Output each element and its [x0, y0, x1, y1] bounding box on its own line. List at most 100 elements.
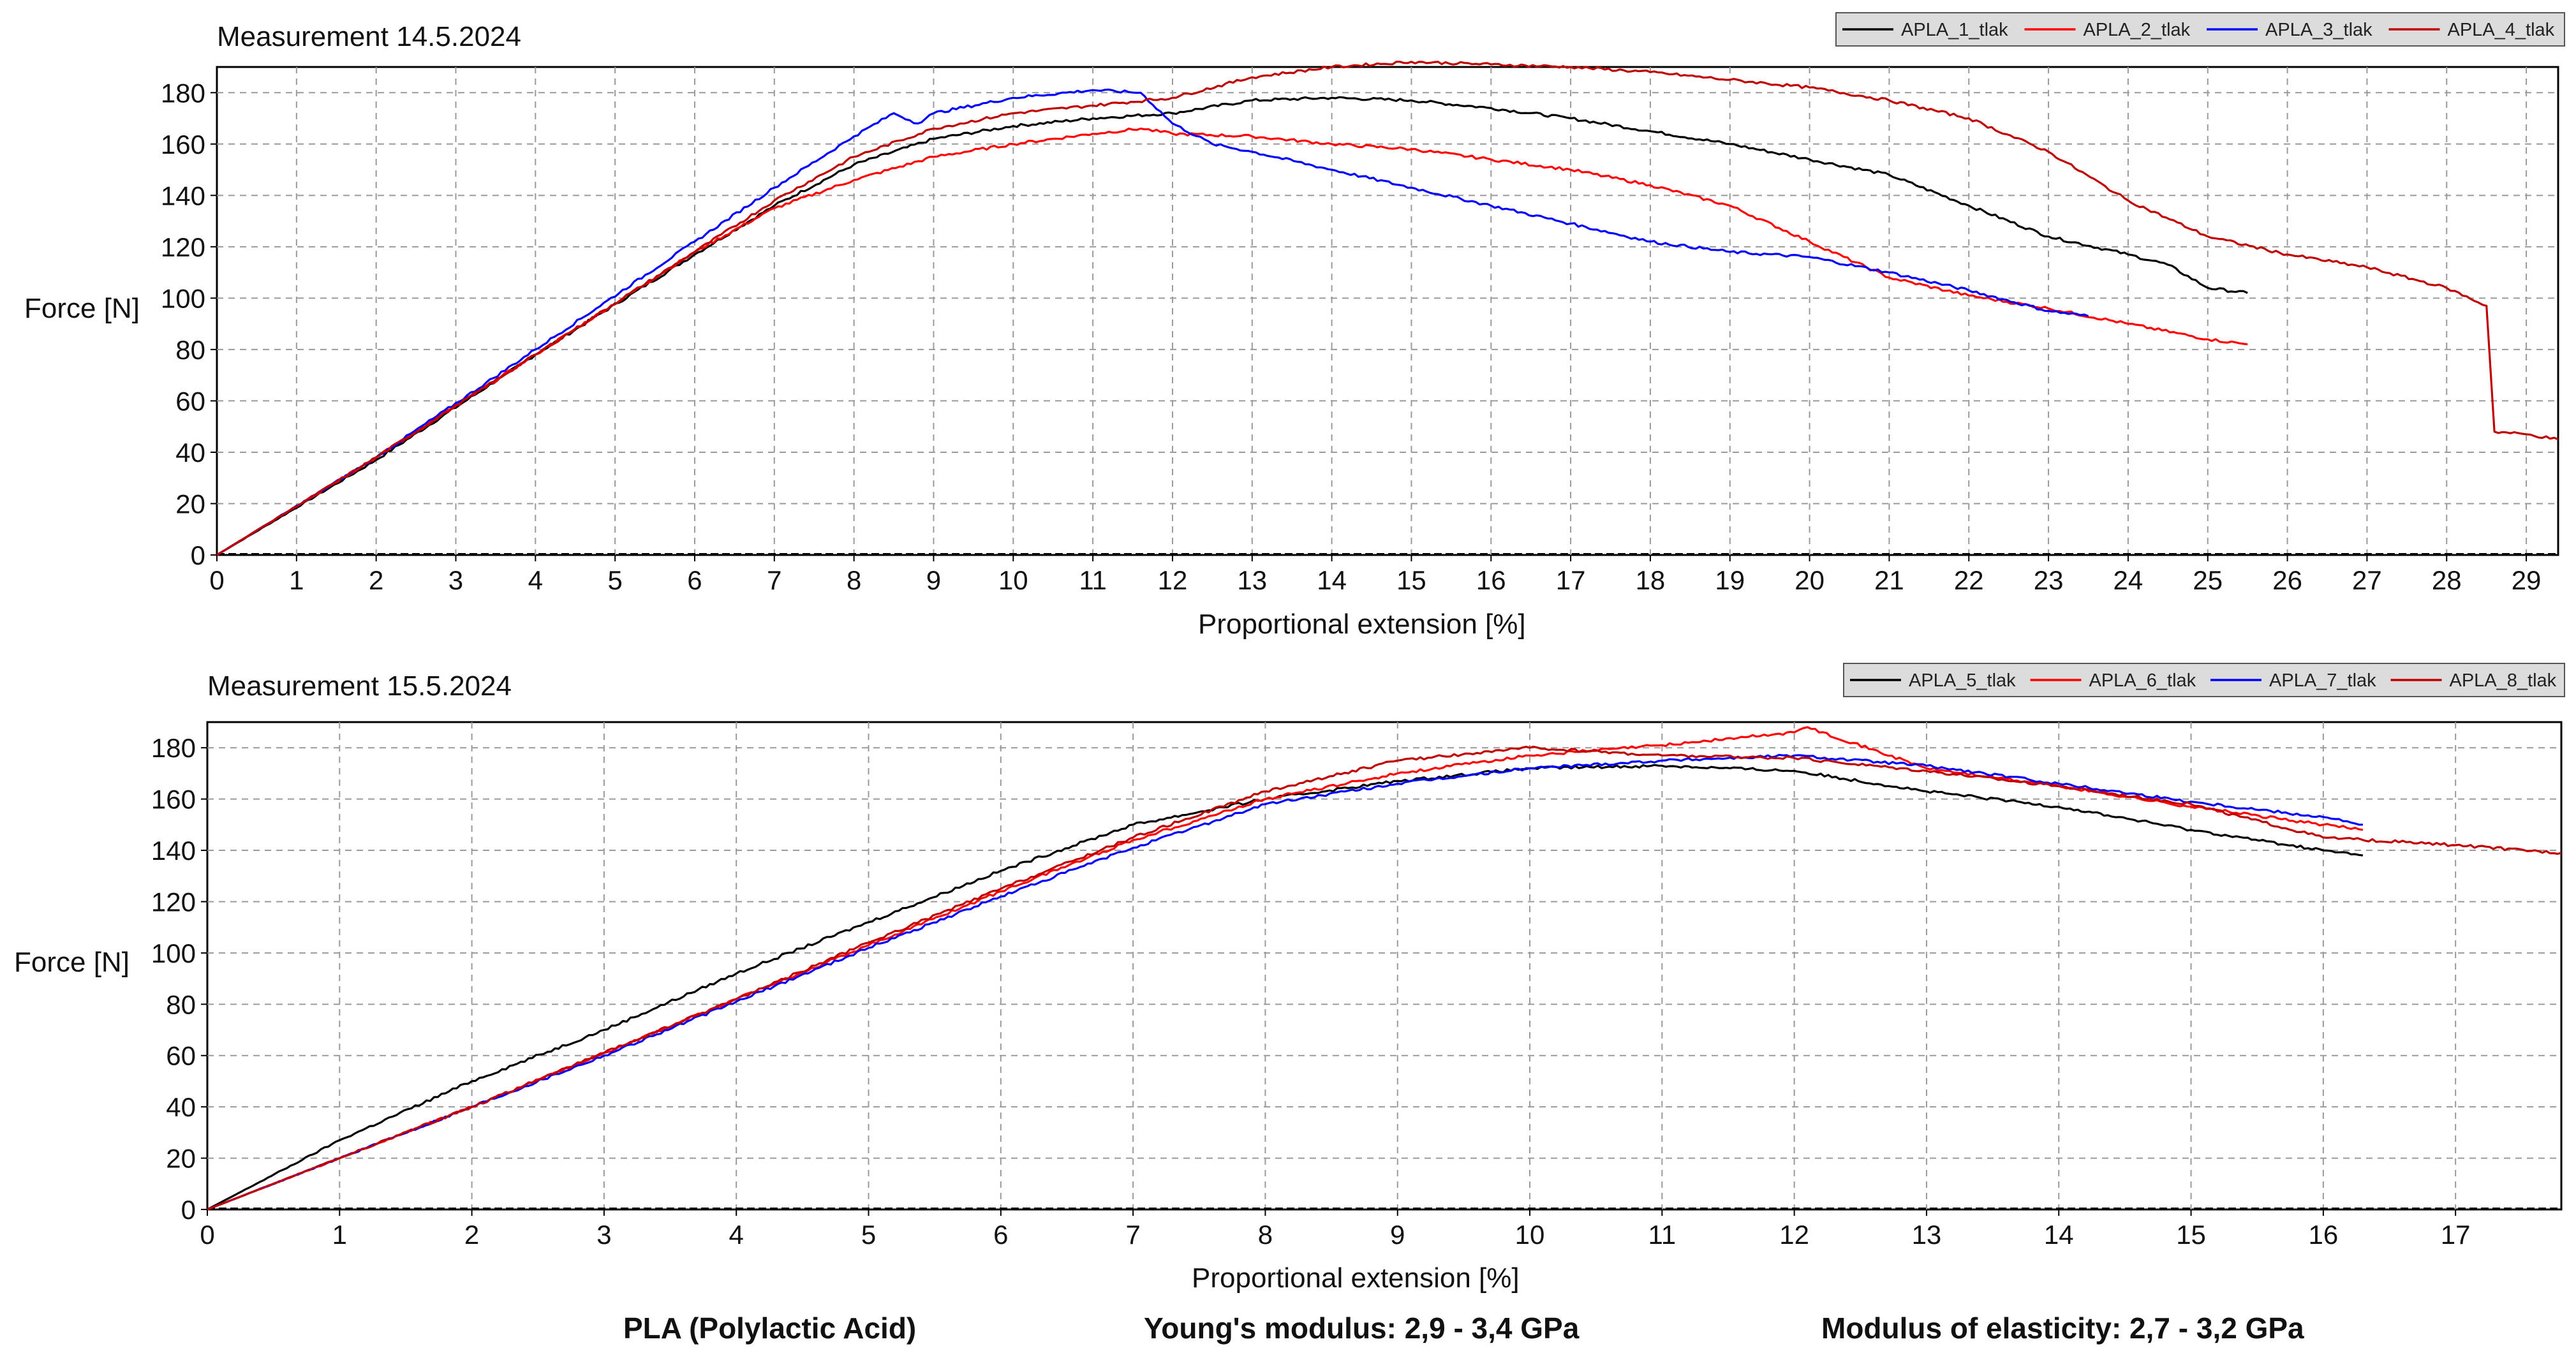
- chart-title: Measurement 15.5.2024: [207, 670, 512, 702]
- y-tick-label: 40: [166, 1092, 196, 1122]
- x-tick-label: 17: [2441, 1220, 2471, 1250]
- x-tick-label: 18: [1636, 565, 1666, 595]
- x-tick-label: 5: [607, 565, 622, 595]
- series-line-APLA_4_tlak: [216, 61, 2559, 556]
- x-tick-label: 13: [1912, 1220, 1942, 1250]
- x-tick-label: 11: [1648, 1220, 1677, 1250]
- y-tick-label: 180: [161, 78, 205, 108]
- legend: APLA_1_tlak APLA_2_tlak APLA_3_tlak APLA_4_…: [1835, 12, 2565, 47]
- x-tick-label: 10: [1515, 1220, 1545, 1250]
- x-tick-label: 10: [998, 565, 1028, 595]
- x-tick-label: 19: [1715, 565, 1745, 595]
- x-tick-label: 8: [1258, 1220, 1273, 1250]
- x-tick-label: 2: [369, 565, 383, 595]
- x-tick-label: 0: [209, 565, 224, 595]
- x-tick-label: 4: [528, 565, 543, 595]
- x-tick-label: 14: [2044, 1220, 2074, 1250]
- legend-label: APLA_8_tlak: [2450, 670, 2557, 691]
- x-tick-label: 29: [2512, 565, 2542, 595]
- x-tick-label: 16: [1476, 565, 1506, 595]
- x-tick-label: 25: [2193, 565, 2223, 595]
- legend-label: APLA_4_tlak: [2448, 20, 2555, 40]
- y-axis-label: Force [N]: [24, 293, 140, 324]
- x-tick-label: 24: [2113, 565, 2143, 595]
- x-tick-label: 2: [464, 1220, 479, 1250]
- x-tick-label: 26: [2272, 565, 2302, 595]
- x-tick-label: 17: [1556, 565, 1586, 595]
- footer-modulus-of-elasticity: Modulus of elasticity: 2,7 - 3,2 GPa: [1821, 1312, 2304, 1345]
- x-tick-label: 5: [861, 1220, 876, 1250]
- y-tick-label: 120: [151, 887, 196, 917]
- legend-label: APLA_7_tlak: [2269, 670, 2376, 691]
- plot-area: [216, 66, 2559, 556]
- x-tick-label: 8: [847, 565, 861, 595]
- x-tick-label: 9: [1390, 1220, 1405, 1250]
- legend-label: APLA_2_tlak: [2084, 20, 2191, 40]
- x-tick-label: 27: [2352, 565, 2382, 595]
- x-axis-label: Proportional extension [%]: [1198, 609, 1526, 640]
- x-tick-label: 9: [926, 565, 941, 595]
- y-tick-label: 80: [175, 335, 205, 365]
- legend-label: APLA_5_tlak: [1909, 670, 2016, 691]
- x-axis-label: Proportional extension [%]: [1192, 1262, 1520, 1294]
- y-tick-label: 100: [151, 938, 196, 968]
- footer: PLA (Polylactic Acid) Young's modulus: 2…: [0, 1311, 2576, 1356]
- legend-label: APLA_3_tlak: [2265, 20, 2372, 40]
- series-line-APLA_7_tlak: [207, 753, 2363, 1211]
- y-tick-label: 180: [151, 733, 196, 763]
- x-tick-label: 21: [1874, 565, 1904, 595]
- plot-area: [206, 721, 2563, 1211]
- x-tick-label: 15: [2176, 1220, 2206, 1250]
- legend: APLA_5_tlak APLA_6_tlak APLA_7_tlak APLA_8_…: [1843, 663, 2565, 697]
- grid: [217, 67, 2558, 555]
- x-tick-label: 6: [687, 565, 702, 595]
- y-tick-label: 0: [181, 1195, 196, 1225]
- x-tick-label: 12: [1158, 565, 1188, 595]
- x-tick-label: 28: [2432, 565, 2462, 595]
- x-tick-label: 1: [289, 565, 304, 595]
- x-tick-label: 20: [1795, 565, 1825, 595]
- x-tick-label: 23: [2034, 565, 2064, 595]
- y-tick-label: 80: [166, 989, 196, 1019]
- x-tick-label: 3: [596, 1220, 611, 1250]
- y-tick-label: 60: [175, 386, 205, 416]
- y-tick-label: 140: [151, 836, 196, 866]
- legend-box: [1835, 12, 2565, 47]
- y-tick-label: 0: [191, 540, 205, 570]
- x-tick-label: 3: [448, 565, 463, 595]
- x-tick-label: 16: [2308, 1220, 2338, 1250]
- y-tick-label: 40: [175, 438, 205, 468]
- x-tick-label: 4: [729, 1220, 744, 1250]
- y-tick-label: 60: [166, 1041, 196, 1071]
- x-tick-label: 22: [1954, 565, 1984, 595]
- legend-box: [1843, 663, 2565, 697]
- y-axis-label: Force [N]: [14, 947, 130, 978]
- x-tick-label: 6: [993, 1220, 1008, 1250]
- x-tick-label: 7: [767, 565, 781, 595]
- footer-youngs-modulus: Young's modulus: 2,9 - 3,4 GPa: [1144, 1312, 1580, 1345]
- y-tick-label: 160: [161, 129, 205, 159]
- series-line-APLA_8_tlak: [207, 746, 2562, 1211]
- y-tick-label: 100: [161, 283, 205, 313]
- series-line-APLA_3_tlak: [216, 88, 2089, 556]
- y-tick-label: 120: [161, 232, 205, 262]
- x-tick-label: 14: [1317, 565, 1347, 595]
- y-tick-label: 20: [166, 1144, 196, 1174]
- chart-title: Measurement 14.5.2024: [217, 21, 521, 52]
- x-tick-label: 0: [200, 1220, 214, 1250]
- y-tick-label: 160: [151, 785, 196, 815]
- x-tick-label: 1: [332, 1220, 347, 1250]
- x-tick-label: 7: [1125, 1220, 1140, 1250]
- x-tick-label: 11: [1079, 565, 1107, 595]
- y-tick-label: 140: [161, 181, 205, 211]
- x-tick-label: 12: [1779, 1220, 1809, 1250]
- y-tick-label: 20: [175, 489, 205, 519]
- footer-material: PLA (Polylactic Acid): [623, 1312, 917, 1345]
- legend-label: APLA_6_tlak: [2089, 670, 2196, 691]
- legend-label: APLA_1_tlak: [1901, 20, 2008, 40]
- x-tick-label: 13: [1237, 565, 1267, 595]
- x-tick-label: 15: [1396, 565, 1426, 595]
- grid: [207, 722, 2561, 1209]
